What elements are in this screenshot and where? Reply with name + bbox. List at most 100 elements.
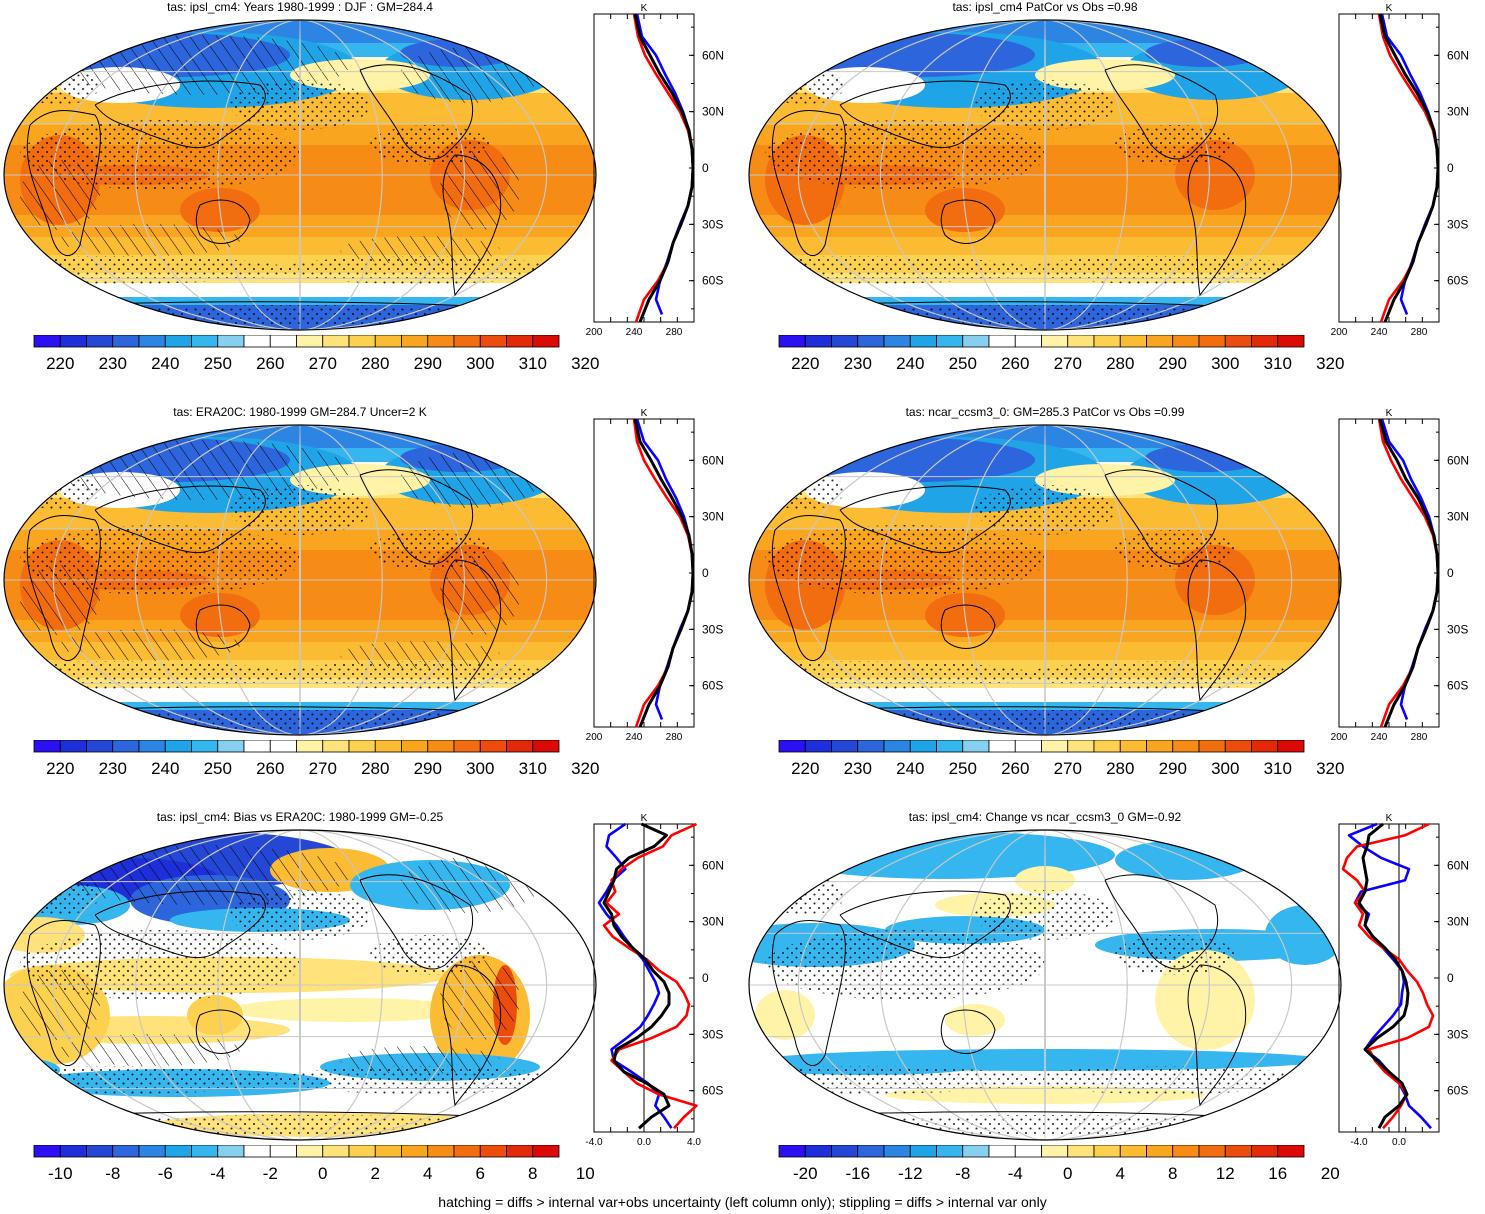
lat-label: 0 <box>1447 566 1454 580</box>
coastline <box>195 1009 251 1054</box>
colorbar-swatch <box>909 335 937 348</box>
colorbar-swatch <box>348 335 376 348</box>
colorbar-tick-label: 310 <box>519 759 547 778</box>
anomaly-region <box>945 1004 1005 1036</box>
colorbar-tick-label: -4 <box>1008 1164 1023 1183</box>
colorbar-swatch <box>988 1145 1016 1158</box>
colorbar-swatch <box>962 335 990 348</box>
zonal-mean-plot: K 200 240 280 60N 30N 0 30S 60S <box>586 408 724 743</box>
coastline <box>1187 559 1247 702</box>
colorbar-tick-label: 290 <box>414 354 442 373</box>
lat-label: 60N <box>702 48 724 62</box>
zonal-mean-plot: K 200 240 280 60N 30N 0 30S 60S <box>1331 408 1469 743</box>
colorbar-swatch <box>532 740 560 753</box>
colorbar-swatch <box>1172 740 1200 753</box>
colorbar-tick-label: 300 <box>466 759 494 778</box>
map-outline <box>748 424 1342 736</box>
coastline <box>26 920 101 1067</box>
coastline <box>940 604 996 649</box>
zonal-mean-line <box>1357 822 1410 1129</box>
colorbar: 220 230 240 250 260 270 280 290 300 310 320 <box>33 740 599 778</box>
panel-title: tas: ipsl_cm4: Bias vs ERA20C: 1980-1999… <box>156 810 444 824</box>
colorbar-swatch <box>804 1145 832 1158</box>
colorbar-swatch <box>164 1145 192 1158</box>
graticule <box>749 20 1341 330</box>
colorbar-swatch <box>1067 1145 1095 1158</box>
zonal-mean-line <box>633 13 695 323</box>
colorbar-tick-label: 4 <box>423 1164 432 1183</box>
stippling <box>1025 1066 1305 1094</box>
graticule <box>749 830 1341 1140</box>
colorbar-tick-label: 320 <box>571 354 599 373</box>
colorbar-swatch <box>269 740 297 753</box>
zonal-frame <box>593 13 695 323</box>
colorbar-swatch <box>401 740 429 753</box>
lat-label: 30N <box>1447 915 1469 929</box>
colorbar-tick-label: -20 <box>793 1164 818 1183</box>
map-panel: tas: ipsl_cm4: Change vs ncar_ccsm3_0 GM… <box>745 810 1485 1214</box>
zonal-x-tick-label: 4.0 <box>687 1137 701 1148</box>
colorbar-tick-label: 280 <box>361 354 389 373</box>
zonal-unit-label: K <box>641 3 648 14</box>
colorbar-tick-label: 300 <box>466 354 494 373</box>
hatching <box>340 236 500 264</box>
colorbar-swatch <box>401 335 429 348</box>
colorbar-swatch <box>427 740 455 753</box>
zonal-frame <box>1338 13 1440 323</box>
colorbar-tick-label: -8 <box>105 1164 120 1183</box>
coastline <box>1187 154 1247 297</box>
colorbar-tick-label: 8 <box>1168 1164 1177 1183</box>
zonal-x-tick-label: 240 <box>626 732 643 743</box>
zonal-x-tick-label: -4.0 <box>1350 1137 1368 1148</box>
colorbar-swatch <box>401 1145 429 1158</box>
colorbar-tick-label: 250 <box>204 354 232 373</box>
lat-label: 0 <box>702 161 709 175</box>
colorbar-tick-label: -10 <box>48 1164 73 1183</box>
map-outline <box>3 19 597 331</box>
colorbar-swatch <box>427 1145 455 1158</box>
colorbar-swatch <box>962 740 990 753</box>
colorbar-tick-label: 8 <box>528 1164 537 1183</box>
colorbar-swatch <box>778 335 806 348</box>
lat-label: 30S <box>702 217 723 231</box>
colorbar-swatch <box>1277 740 1305 753</box>
coastline <box>442 964 502 1107</box>
lat-label: 0 <box>1447 971 1454 985</box>
colorbar-tick-label: 230 <box>844 354 872 373</box>
colorbar-swatch <box>909 740 937 753</box>
colorbar-swatch <box>1277 1145 1305 1158</box>
coastline <box>1104 874 1219 970</box>
panel-title: tas: ipsl_cm4 PatCor vs Obs =0.98 <box>952 0 1138 14</box>
graticule <box>4 20 596 330</box>
map-field <box>749 830 1341 1140</box>
colorbar-swatch <box>479 740 507 753</box>
colorbar-tick-label: 260 <box>256 354 284 373</box>
colorbar-swatch <box>883 335 911 348</box>
colorbar-swatch <box>936 1145 964 1158</box>
zonal-x-tick-label: -4.0 <box>585 1137 603 1148</box>
lat-label: 60N <box>1447 453 1469 467</box>
anomaly-region <box>1115 840 1255 880</box>
colorbar-swatch <box>1119 740 1147 753</box>
world-map <box>3 829 597 1141</box>
zonal-frame <box>1338 418 1440 728</box>
colorbar-swatch <box>1067 335 1095 348</box>
coastline <box>839 485 1011 554</box>
lat-label: 60N <box>702 858 724 872</box>
hatching <box>50 35 350 95</box>
colorbar-swatch <box>962 1145 990 1158</box>
colorbar-tick-label: 240 <box>151 354 179 373</box>
colorbar-tick-label: 290 <box>1159 759 1187 778</box>
zonal-x-tick-label: 200 <box>1331 732 1348 743</box>
panel-title: tas: ncar_ccsm3_0: GM=285.3 PatCor vs Ob… <box>905 405 1185 419</box>
zonal-mean-line <box>633 418 695 728</box>
cold-region <box>1145 444 1265 472</box>
colorbar-swatch <box>453 1145 481 1158</box>
map-panel: tas: ERA20C: 1980-1999 GM=284.7 Uncer=2 … <box>0 405 742 809</box>
zonal-mean-line <box>1378 418 1440 728</box>
lat-label: 30N <box>702 105 724 119</box>
colorbar-swatch <box>988 335 1016 348</box>
colorbar-swatch <box>1067 740 1095 753</box>
lat-label: 60S <box>1447 679 1468 693</box>
coastline <box>771 515 846 662</box>
